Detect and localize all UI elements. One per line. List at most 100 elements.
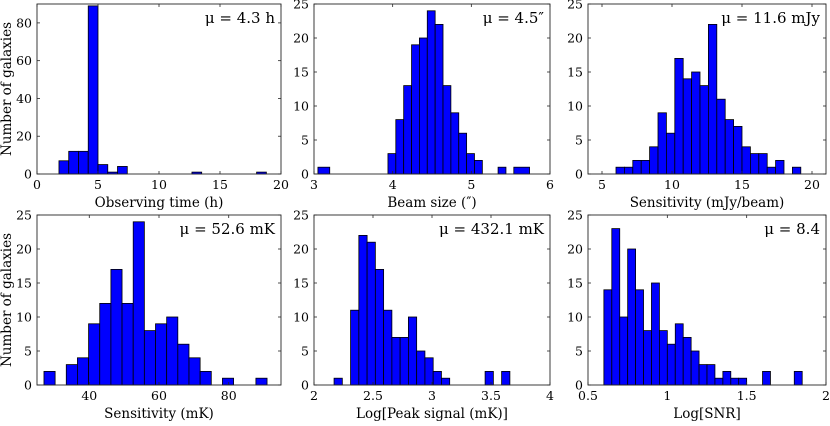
x-tick-label: 6: [546, 177, 554, 192]
histogram-bar: [432, 370, 442, 386]
y-tick-label: 20: [293, 242, 309, 257]
histogram-bar: [68, 150, 79, 175]
mean-annotation: μ = 4.3 h: [205, 9, 275, 27]
x-tick-label: 0: [33, 177, 41, 192]
histogram-bar: [501, 370, 511, 386]
y-tick-label: 5: [575, 133, 583, 148]
histogram-bar: [458, 132, 468, 175]
x-tick-label: 1: [663, 388, 671, 403]
y-tick-label: 10: [567, 99, 583, 114]
x-axis-label: Sensitivity (mJy/beam): [630, 195, 785, 211]
histogram-bar: [666, 132, 676, 175]
histogram-bar: [450, 112, 460, 175]
histogram-bar: [77, 357, 89, 386]
y-tick-label: 20: [16, 242, 32, 257]
histogram-bar: [750, 153, 760, 175]
y-tick-label: 0: [24, 378, 32, 393]
histogram-bar: [366, 241, 376, 386]
x-tick-label: 4: [389, 177, 397, 192]
x-tick-label: 0.5: [578, 388, 598, 403]
y-tick-label: 25: [16, 208, 32, 223]
histogram-bar: [682, 336, 692, 386]
histogram-bar: [419, 37, 428, 175]
y-tick-label: 25: [567, 208, 583, 223]
x-tick-label: 60: [151, 388, 167, 403]
histogram-bar: [484, 370, 494, 386]
x-axis-label: Log[Peak signal (mK)]: [356, 406, 508, 422]
histogram-bar: [317, 166, 331, 175]
histogram-bar: [674, 58, 684, 175]
histogram-bar: [706, 364, 716, 386]
x-axis-label: Observing time (h): [95, 195, 224, 211]
histogram-bar: [724, 119, 735, 175]
y-tick-label: 80: [16, 15, 32, 30]
y-tick-label: 20: [16, 129, 32, 144]
histogram-bar: [615, 166, 625, 175]
mean-annotation: μ = 4.5″: [483, 9, 545, 27]
histogram-bar: [399, 336, 409, 386]
y-tick-label: 10: [293, 99, 309, 114]
y-tick-label: 0: [575, 378, 583, 393]
y-axis-label: Number of galaxies: [0, 233, 15, 367]
histogram-bar: [424, 357, 434, 386]
histogram-bar: [657, 112, 667, 175]
y-tick-label: 20: [293, 31, 309, 46]
histogram-bar: [99, 302, 112, 386]
histogram-bar: [474, 159, 483, 175]
axes-frame: [587, 3, 827, 175]
histogram-bar: [682, 78, 693, 175]
histogram-bar: [358, 234, 368, 386]
histogram-bar: [177, 343, 190, 386]
x-tick-label: 15: [212, 177, 228, 192]
y-tick-label: 5: [24, 344, 32, 359]
x-tick-label: 3: [428, 388, 436, 403]
histogram-bar: [698, 364, 708, 386]
histogram-bar: [333, 377, 343, 386]
y-tick-label: 15: [16, 276, 32, 291]
histogram-bar: [143, 330, 156, 386]
x-tick-label: 1.5: [737, 388, 757, 403]
histogram-bar: [407, 316, 418, 386]
axes-frame: [313, 3, 551, 175]
histogram-panel-2: 3 4 5 6 0 5 10 15 20 25 Beam size (″) μ = 4.5″: [293, 0, 554, 211]
histogram-bar: [155, 323, 168, 386]
histogram-bar: [640, 159, 651, 175]
y-tick-label: 20: [567, 31, 583, 46]
x-tick-label: 2.5: [363, 388, 383, 403]
y-tick-label: 25: [567, 0, 583, 12]
x-tick-label: 15: [734, 177, 750, 192]
histogram-bar: [635, 289, 644, 386]
histogram-bar: [708, 23, 718, 175]
histogram-bar: [649, 146, 659, 175]
histogram-panel-5: 2 2.5 3 3.5 4 0 5 10 15 20 25 Log[Peak signal (mK)]…: [293, 208, 554, 423]
histogram-bar: [619, 316, 629, 386]
y-tick-label: 10: [16, 310, 32, 325]
histogram-bar: [58, 160, 70, 175]
x-tick-label: 3: [310, 177, 318, 192]
y-tick-label: 15: [293, 65, 309, 80]
histogram-bar: [674, 323, 684, 386]
histogram-bar: [766, 166, 777, 175]
histogram-bar: [416, 350, 426, 386]
y-tick-label: 0: [24, 167, 32, 182]
histogram-bar: [722, 370, 732, 386]
x-axis-label: Sensitivity (mK): [104, 406, 214, 422]
histogram-bar: [611, 228, 621, 386]
y-tick-label: 5: [301, 344, 309, 359]
mean-annotation: μ = 11.6 mJy: [721, 9, 820, 27]
histogram-bar: [699, 85, 709, 175]
y-tick-label: 60: [16, 53, 32, 68]
y-tick-label: 0: [575, 167, 583, 182]
histogram-bar: [497, 166, 507, 175]
histogram-bar: [132, 221, 145, 386]
histogram-bar: [391, 336, 401, 386]
histogram-bar: [387, 153, 397, 175]
histogram-bar: [121, 302, 134, 386]
histogram-bar: [651, 282, 660, 386]
x-tick-label: 40: [81, 388, 97, 403]
histogram-bar: [714, 377, 724, 386]
y-tick-label: 15: [293, 276, 309, 291]
x-tick-label: 3.5: [481, 388, 501, 403]
histogram-bar: [222, 377, 234, 386]
histogram-bar: [87, 5, 99, 175]
